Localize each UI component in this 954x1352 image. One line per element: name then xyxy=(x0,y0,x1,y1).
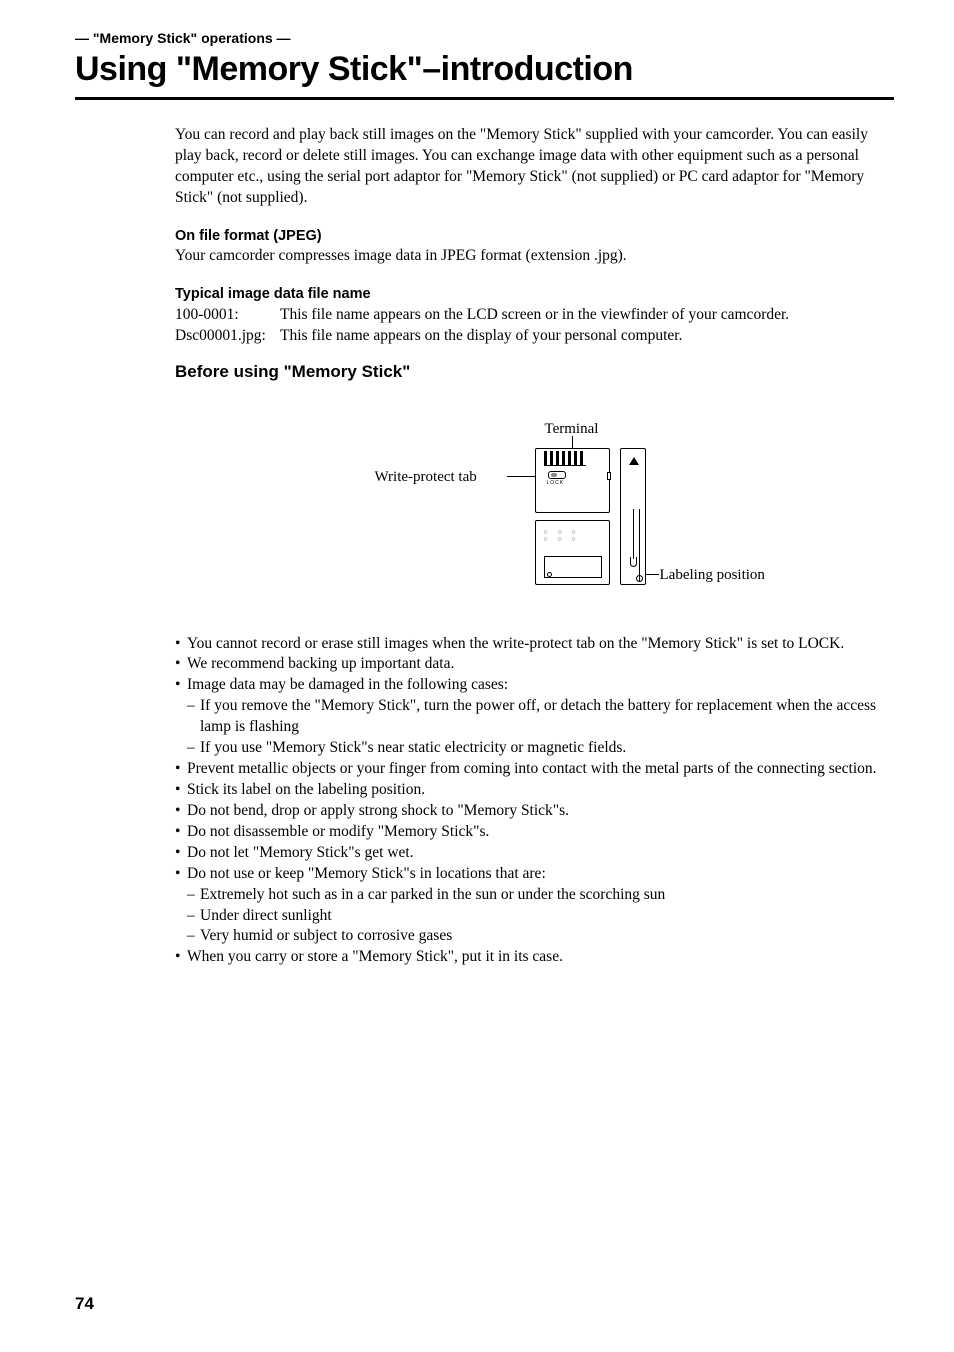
bullet-marker: • xyxy=(175,634,187,655)
file-format-heading: On file format (JPEG) xyxy=(175,227,894,247)
terminal-contacts-icon xyxy=(544,451,586,466)
sub-bullet-text: Under direct sunlight xyxy=(200,906,894,927)
bullet-marker: • xyxy=(175,654,187,675)
bullet-text: Do not use or keep "Memory Stick"s in lo… xyxy=(187,864,894,885)
bullet-marker: • xyxy=(175,843,187,864)
before-heading: Before using "Memory Stick" xyxy=(175,361,894,384)
bullet-item: •Do not use or keep "Memory Stick"s in l… xyxy=(175,864,894,885)
arrow-up-icon xyxy=(629,457,639,465)
lock-switch-icon xyxy=(548,471,566,479)
bullet-item: •Do not disassemble or modify "Memory St… xyxy=(175,822,894,843)
dots-icon: ○ ○ ○○ ○ ○ xyxy=(544,529,580,543)
label-area-icon xyxy=(544,556,602,578)
bullet-text: Do not let "Memory Stick"s get wet. xyxy=(187,843,894,864)
sub-bullet-item: –Under direct sunlight xyxy=(175,906,894,927)
bullet-item: •Do not let "Memory Stick"s get wet. xyxy=(175,843,894,864)
bullet-item: •We recommend backing up important data. xyxy=(175,654,894,675)
bullet-text: You cannot record or erase still images … xyxy=(187,634,894,655)
bullet-text: When you carry or store a "Memory Stick"… xyxy=(187,947,894,968)
definition-description: This file name appears on the display of… xyxy=(280,326,894,347)
intro-paragraph: You can record and play back still image… xyxy=(175,125,894,209)
definition-list: 100-0001:This file name appears on the L… xyxy=(175,305,894,347)
sub-bullet-marker: – xyxy=(187,738,200,759)
sub-bullet-text: Very humid or subject to corrosive gases xyxy=(200,926,894,947)
memory-stick-side-view xyxy=(620,448,646,585)
definition-term: Dsc00001.jpg: xyxy=(175,326,280,347)
write-protect-leader-line xyxy=(507,476,535,477)
bullet-item: •Stick its label on the labeling positio… xyxy=(175,780,894,801)
bullet-item: •Image data may be damaged in the follow… xyxy=(175,675,894,696)
sub-bullet-text: If you remove the "Memory Stick", turn t… xyxy=(200,696,894,738)
content-body: You can record and play back still image… xyxy=(75,125,894,968)
bullet-text: Prevent metallic objects or your finger … xyxy=(187,759,894,780)
bullet-item: •You cannot record or erase still images… xyxy=(175,634,894,655)
bullet-marker: • xyxy=(175,947,187,968)
bullet-text: We recommend backing up important data. xyxy=(187,654,894,675)
main-title: Using "Memory Stick"–introduction xyxy=(75,50,894,100)
memory-stick-top-view: LOCK xyxy=(535,448,610,513)
page-number: 74 xyxy=(75,1294,94,1314)
bullet-item: •Prevent metallic objects or your finger… xyxy=(175,759,894,780)
bullet-item: •Do not bend, drop or apply strong shock… xyxy=(175,801,894,822)
side-groove-icon xyxy=(633,509,634,559)
sub-bullet-text: If you use "Memory Stick"s near static e… xyxy=(200,738,894,759)
sub-bullet-marker: – xyxy=(187,906,200,927)
bullet-text: Do not bend, drop or apply strong shock … xyxy=(187,801,894,822)
sub-bullet-item: –If you remove the "Memory Stick", turn … xyxy=(175,696,894,738)
section-label: — "Memory Stick" operations — xyxy=(75,30,894,46)
sub-bullet-item: –If you use "Memory Stick"s near static … xyxy=(175,738,894,759)
bullet-marker: • xyxy=(175,675,187,696)
bullet-marker: • xyxy=(175,864,187,885)
side-groove-icon xyxy=(639,509,640,581)
typical-heading: Typical image data file name xyxy=(175,285,894,305)
bullet-marker: • xyxy=(175,801,187,822)
sub-bullet-item: –Very humid or subject to corrosive gase… xyxy=(175,926,894,947)
bullet-text: Do not disassemble or modify "Memory Sti… xyxy=(187,822,894,843)
bullet-marker: • xyxy=(175,780,187,801)
sub-bullet-marker: – xyxy=(187,696,200,738)
definition-row: Dsc00001.jpg:This file name appears on t… xyxy=(175,326,894,347)
notch-icon xyxy=(607,472,611,480)
memory-stick-bottom-view: ○ ○ ○○ ○ ○ xyxy=(535,520,610,585)
bullet-marker: • xyxy=(175,759,187,780)
file-format-body: Your camcorder compresses image data in … xyxy=(175,246,894,267)
sub-bullet-marker: – xyxy=(187,885,200,906)
bullet-text: Image data may be damaged in the followi… xyxy=(187,675,894,696)
definition-description: This file name appears on the LCD screen… xyxy=(280,305,894,326)
memory-stick-diagram: Terminal Write-protect tab Labeling posi… xyxy=(175,419,894,599)
notes-list: •You cannot record or erase still images… xyxy=(175,634,894,969)
definition-row: 100-0001:This file name appears on the L… xyxy=(175,305,894,326)
terminal-leader-line xyxy=(572,436,573,448)
bullet-item: •When you carry or store a "Memory Stick… xyxy=(175,947,894,968)
labeling-leader-line xyxy=(645,574,659,575)
write-protect-label: Write-protect tab xyxy=(375,467,477,487)
lock-text: LOCK xyxy=(547,480,565,487)
definition-term: 100-0001: xyxy=(175,305,280,326)
bullet-text: Stick its label on the labeling position… xyxy=(187,780,894,801)
sub-bullet-text: Extremely hot such as in a car parked in… xyxy=(200,885,894,906)
sub-bullet-marker: – xyxy=(187,926,200,947)
label-dot-icon xyxy=(547,572,552,577)
side-round-icon xyxy=(630,557,637,567)
sub-bullet-item: –Extremely hot such as in a car parked i… xyxy=(175,885,894,906)
bullet-marker: • xyxy=(175,822,187,843)
side-round-icon xyxy=(636,575,643,582)
labeling-position-label: Labeling position xyxy=(660,565,765,585)
